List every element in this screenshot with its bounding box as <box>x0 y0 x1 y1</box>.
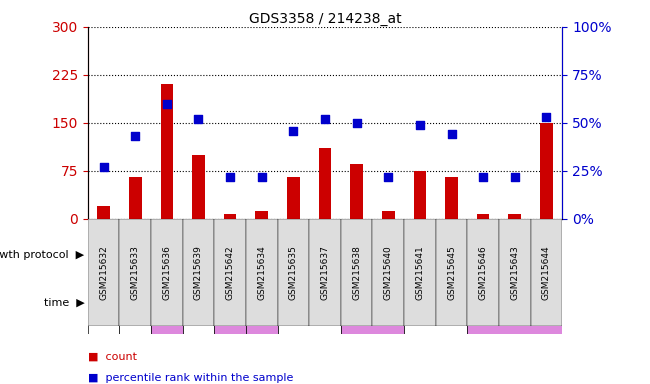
Text: GSM215643: GSM215643 <box>510 245 519 300</box>
Bar <box>255 211 268 219</box>
Bar <box>341 219 372 326</box>
Bar <box>278 271 341 334</box>
Point <box>98 164 109 170</box>
Title: GDS3358 / 214238_at: GDS3358 / 214238_at <box>249 12 401 26</box>
Text: GSM215639: GSM215639 <box>194 245 203 300</box>
Point <box>257 174 267 180</box>
Bar <box>129 177 142 219</box>
Bar <box>508 214 521 219</box>
Bar <box>88 240 246 271</box>
Bar <box>287 177 300 219</box>
Bar <box>350 164 363 219</box>
Point <box>288 127 298 134</box>
Text: GSM215638: GSM215638 <box>352 245 361 300</box>
Point <box>447 131 457 137</box>
Point <box>130 133 140 139</box>
Bar <box>477 214 489 219</box>
Bar <box>183 271 214 334</box>
Point <box>478 174 488 180</box>
Text: GSM215641: GSM215641 <box>415 245 424 300</box>
Bar <box>246 271 278 334</box>
Point <box>162 101 172 107</box>
Bar <box>151 219 183 326</box>
Text: 3 weeks: 3 weeks <box>239 297 285 308</box>
Bar <box>530 219 562 326</box>
Text: growth protocol  ▶: growth protocol ▶ <box>0 250 84 260</box>
Text: GSM215640: GSM215640 <box>384 245 393 300</box>
Text: 1
month: 1 month <box>152 293 181 312</box>
Text: GSM215644: GSM215644 <box>542 245 551 300</box>
Bar <box>436 219 467 326</box>
Bar <box>88 271 120 334</box>
Text: GSM215646: GSM215646 <box>478 245 488 300</box>
Text: androgen-deprived: androgen-deprived <box>344 249 464 262</box>
Bar <box>467 271 562 334</box>
Text: 3
weeks: 3 weeks <box>121 293 150 312</box>
Text: control: control <box>209 249 252 262</box>
Text: control: control <box>145 249 188 262</box>
Point <box>415 122 425 128</box>
Text: 12 months: 12 months <box>485 297 545 308</box>
Bar <box>214 271 246 334</box>
Text: ■  count: ■ count <box>88 352 136 362</box>
Text: GSM215637: GSM215637 <box>320 245 330 300</box>
Bar <box>372 219 404 326</box>
Text: GSM215635: GSM215635 <box>289 245 298 300</box>
Text: GSM215642: GSM215642 <box>226 245 235 300</box>
Text: 11 months: 11 months <box>406 297 465 308</box>
Text: time  ▶: time ▶ <box>44 297 84 308</box>
Point <box>320 116 330 122</box>
Point <box>193 116 203 122</box>
Bar <box>246 219 278 326</box>
Point <box>383 174 393 180</box>
Text: GSM215636: GSM215636 <box>162 245 172 300</box>
Text: GSM215632: GSM215632 <box>99 245 108 300</box>
Text: 5
months: 5 months <box>181 293 215 312</box>
Bar <box>151 271 183 334</box>
Bar <box>341 271 404 334</box>
Text: GSM215645: GSM215645 <box>447 245 456 300</box>
Bar <box>246 240 562 271</box>
Bar <box>467 219 499 326</box>
Point <box>352 120 362 126</box>
Bar <box>183 219 214 326</box>
Bar <box>318 149 332 219</box>
Bar <box>445 177 458 219</box>
Bar <box>224 214 237 219</box>
Point <box>541 114 552 120</box>
Bar <box>120 219 151 326</box>
Bar <box>192 155 205 219</box>
Bar <box>413 171 426 219</box>
Text: GSM215634: GSM215634 <box>257 245 266 300</box>
Bar <box>309 219 341 326</box>
Bar <box>120 271 151 334</box>
Bar <box>382 211 395 219</box>
Bar <box>404 219 436 326</box>
Bar <box>540 123 552 219</box>
Text: GSM215633: GSM215633 <box>131 245 140 300</box>
Bar <box>214 219 246 326</box>
Bar <box>161 84 173 219</box>
Text: 0
weeks: 0 weeks <box>89 293 118 312</box>
Bar <box>278 219 309 326</box>
Point <box>225 174 235 180</box>
Point <box>510 174 520 180</box>
Bar <box>404 271 467 334</box>
Text: 12
months: 12 months <box>213 293 247 312</box>
Bar <box>88 219 120 326</box>
Text: 5 months: 5 months <box>346 297 398 308</box>
Text: 1 month: 1 month <box>286 297 333 308</box>
Bar <box>499 219 530 326</box>
Bar <box>98 206 110 219</box>
Text: ■  percentile rank within the sample: ■ percentile rank within the sample <box>88 373 293 383</box>
